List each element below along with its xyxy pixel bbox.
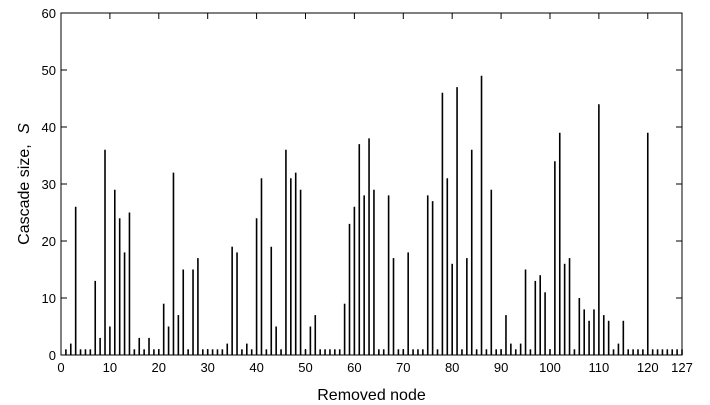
x-tick-label: 80 [445, 360, 459, 375]
x-tick-label: 90 [494, 360, 508, 375]
y-tick-label: 10 [42, 291, 56, 306]
y-tick-label: 60 [42, 6, 56, 21]
x-axis-label: Removed node [317, 387, 426, 404]
x-tick-label: 100 [539, 360, 561, 375]
tick-marks [60, 12, 683, 356]
x-tick-labels: 0 10 20 30 40 50 60 70 80 90 100 110 120 127 [57, 360, 692, 375]
x-tick-label: 120 [637, 360, 659, 375]
plot-frame [60, 12, 683, 356]
bar-series [65, 75, 683, 355]
x-tick-label: 60 [347, 360, 361, 375]
x-tick-label: 10 [103, 360, 117, 375]
x-tick-label: 30 [200, 360, 214, 375]
y-axis-label-symbol: S [16, 123, 33, 134]
x-tick-label: 40 [249, 360, 263, 375]
x-tick-label: 110 [589, 360, 610, 375]
y-axis-label: Cascade size, S [16, 123, 33, 245]
y-tick-label: 0 [49, 348, 56, 363]
x-tick-label: 0 [57, 360, 64, 375]
y-tick-labels: 0 10 20 30 40 50 60 [42, 6, 56, 363]
x-tick-label: 127 [671, 360, 693, 375]
x-tick-label: 20 [152, 360, 166, 375]
y-tick-label: 20 [42, 234, 56, 249]
y-axis-label-text: Cascade size, [16, 144, 33, 245]
y-tick-label: 30 [42, 177, 56, 192]
x-tick-label: 70 [396, 360, 410, 375]
y-tick-label: 40 [42, 120, 56, 135]
x-tick-label: 50 [298, 360, 312, 375]
y-tick-label: 50 [42, 63, 56, 78]
